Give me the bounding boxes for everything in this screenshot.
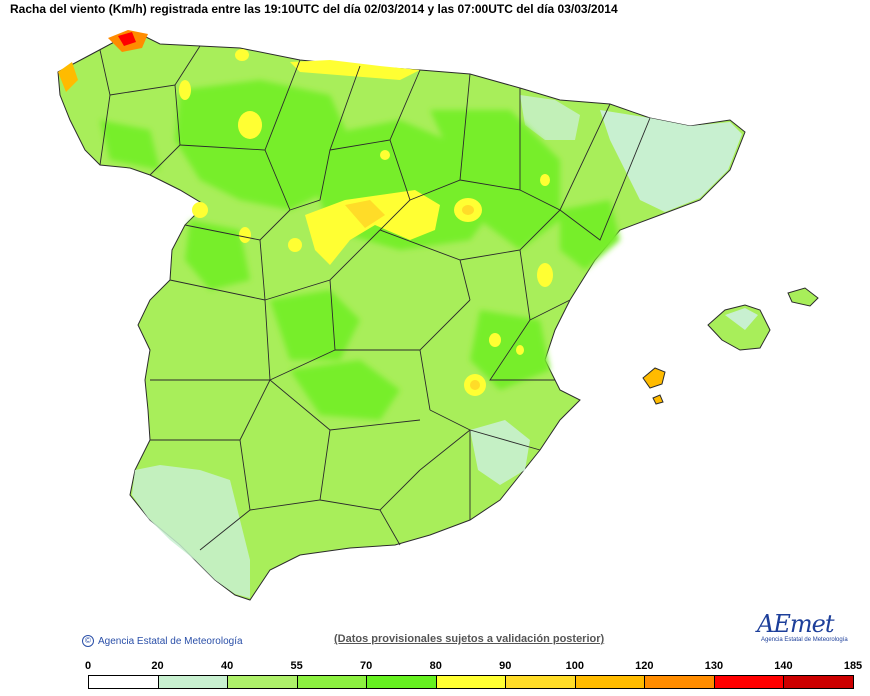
mallorca-coast-zone [725,308,758,330]
legend-tick-label: 20 [151,660,164,672]
aemet-logo-text: AEmet [757,610,834,638]
aemet-logo: AEmet Agencia Estatal de Meteorología [757,610,848,652]
copyright-icon: © [82,635,94,647]
formentera [652,394,664,405]
legend-tick-label: 100 [565,660,584,672]
legend-color-box [435,675,507,689]
legend-color-box [783,675,854,689]
color-legend: 0 20 40 55 70 80 90 100 120 130 140 185 [0,660,870,696]
legend-tick-label: 120 [635,660,654,672]
legend-color-box [366,675,437,689]
zone-north-coast [290,60,420,80]
disclaimer-note: (Datos provisionales sujetos a validació… [334,633,605,645]
zone-20-40-catalonia [600,110,742,212]
zone-galicia-west [58,62,78,92]
agency-credit-label: Agencia Estatal de Meteorología [98,635,243,647]
legend-tick-label: 90 [499,660,512,672]
aemet-logo-subtitle: Agencia Estatal de Meteorología [761,637,848,643]
legend-color-box [88,675,159,689]
legend-tick-label: 185 [843,660,863,672]
map-svg [57,30,819,601]
legend-color-box [227,675,298,689]
province-borders [99,45,651,551]
zone-55-70-group [100,80,620,420]
legend-tick-label: 0 [84,660,92,672]
legend-color-box [713,675,785,689]
legend-color-box [505,675,576,689]
legend-tick-label: 40 [220,660,234,672]
wind-gust-map [0,18,870,630]
legend-tick-label: 130 [704,660,724,672]
zone-20-40-murcia [470,420,530,485]
menorca [787,287,819,307]
zone-70-90-group [179,49,553,396]
map-title: Racha del viento (Km/h) registrada entre… [10,2,618,16]
zone-20-40-valencia-north [520,95,580,140]
legend-tick-label: 55 [290,660,303,672]
legend-color-box [157,675,229,689]
legend-tick-label: 140 [774,660,793,672]
zone-galicia-peak [118,32,136,46]
legend-tick-label: 70 [360,660,373,672]
legend-tick-label: 80 [429,660,442,672]
zone-20-40-andalusia-west [132,465,250,598]
legend-color-box [574,675,646,689]
legend-color-box [296,675,368,689]
agency-credit: © Agencia Estatal de Meteorología [82,635,243,647]
ibiza [642,367,666,389]
legend-color-box [644,675,715,689]
